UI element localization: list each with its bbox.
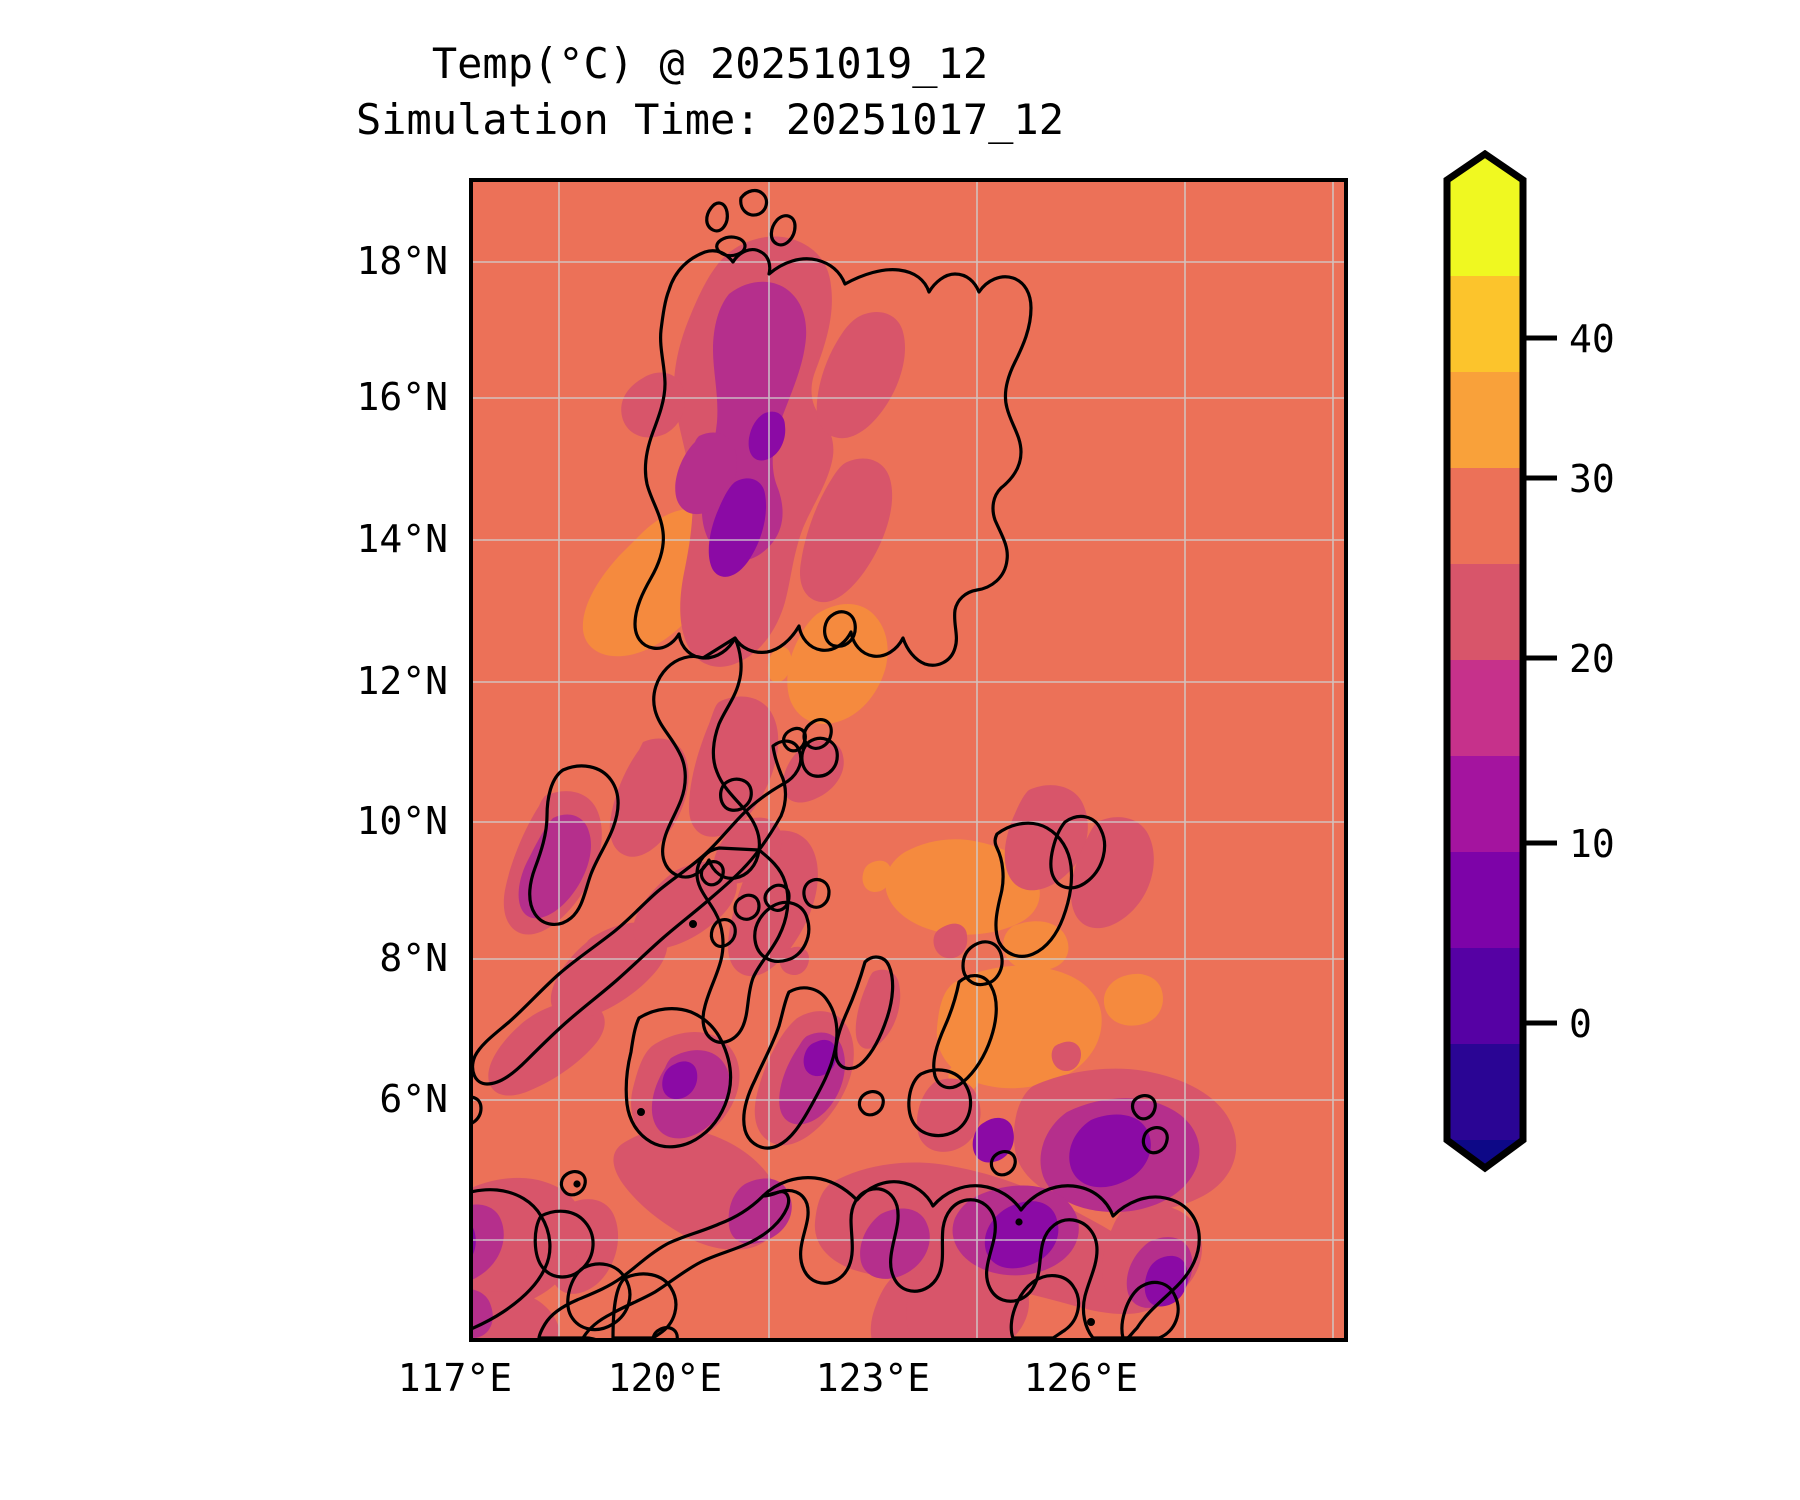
xtick-label: 117°E xyxy=(397,1356,513,1400)
colorbar-outline xyxy=(1443,150,1527,1173)
ytick-label: 10°N xyxy=(356,799,448,843)
colorbar: 40 30 20 10 0 xyxy=(1427,150,1687,1190)
xtick-label: 126°E xyxy=(1023,1356,1139,1400)
contour-band-10-15 xyxy=(473,411,1188,1307)
map-clip xyxy=(473,182,1344,1338)
colorbar-tick-label: 30 xyxy=(1569,457,1615,501)
xtick-label: 120°E xyxy=(607,1356,723,1400)
colorbar-under-arrow xyxy=(1447,1140,1523,1168)
colorbar-band-5-10 xyxy=(1447,852,1523,948)
title-line-secondary: Simulation Time: 20251017_12 xyxy=(355,95,1064,144)
temperature-contour-map xyxy=(473,182,1344,1338)
chart-title: Temp(°C) @ 20251019_12 Simulation Time: … xyxy=(0,36,1420,148)
colorbar-band-25-30 xyxy=(1447,468,1523,564)
colorbar-graphic xyxy=(1443,150,1557,1173)
colorbar-band-35-40 xyxy=(1447,276,1523,372)
colorbar-over-arrow xyxy=(1447,154,1523,180)
colorbar-band-0-5 xyxy=(1447,948,1523,1044)
colorbar-tick-label: 20 xyxy=(1569,637,1615,681)
colorbar-band-30-35 xyxy=(1447,372,1523,468)
coastlines xyxy=(473,188,1201,1338)
ytick-label: 8°N xyxy=(379,936,448,980)
colorbar-band-40-45 xyxy=(1447,180,1523,276)
ytick-label: 12°N xyxy=(356,659,448,703)
ytick-label: 18°N xyxy=(356,239,448,283)
title-line-primary: Temp(°C) @ 20251019_12 xyxy=(431,39,989,88)
colorbar-tick-label: 10 xyxy=(1569,822,1615,866)
colorbar-tick-marks xyxy=(1523,335,1557,1026)
ytick-label: 16°N xyxy=(356,375,448,419)
colorbar-band-15-20 xyxy=(1447,660,1523,756)
ytick-label: 6°N xyxy=(379,1077,448,1121)
xtick-label: 123°E xyxy=(815,1356,931,1400)
colorbar-band-10-15 xyxy=(1447,756,1523,852)
ytick-label: 14°N xyxy=(356,517,448,561)
colorbar-band-20-25 xyxy=(1447,564,1523,660)
map-plot-area xyxy=(469,178,1348,1342)
colorbar-tick-label: 40 xyxy=(1569,317,1615,361)
colorbar-band-minus5-0 xyxy=(1447,1044,1523,1140)
colorbar-tick-label: 0 xyxy=(1569,1002,1592,1046)
map-gridlines xyxy=(473,182,1344,1338)
